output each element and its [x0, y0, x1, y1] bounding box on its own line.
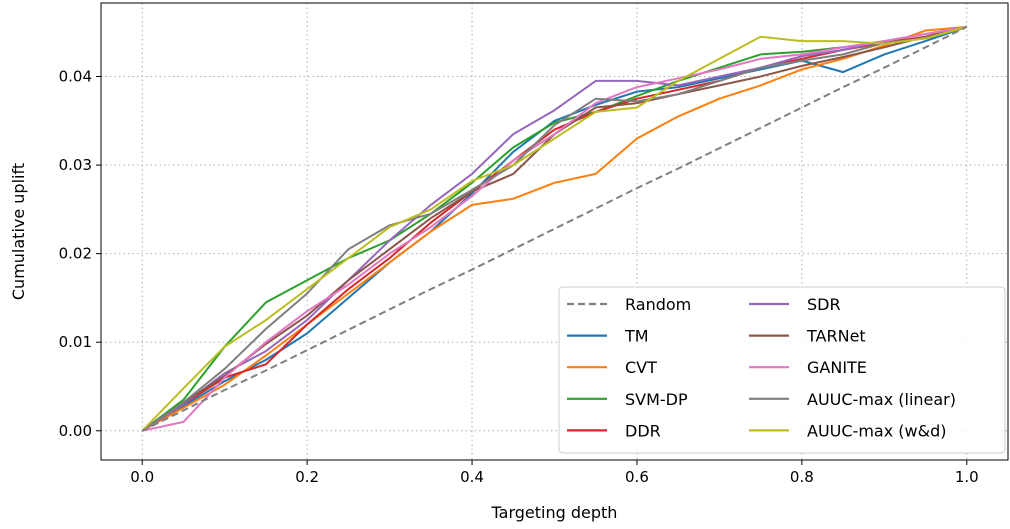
legend-label: AUUC-max (linear): [807, 390, 956, 409]
axis-ticks: 0.0 0.2 0.4 0.6 0.8 1.0 0.00 0.01 0.02 0.03 0.04: [59, 68, 979, 486]
legend-label: DDR: [625, 421, 661, 440]
legend-label: TM: [624, 327, 649, 346]
y-axis-label: Cumulative uplift: [9, 163, 28, 300]
x-axis-label: Targeting depth: [491, 503, 618, 522]
x-tick-label: 0.6: [625, 468, 649, 486]
legend-box: [558, 286, 1006, 454]
series-lines: [141, 25, 968, 432]
x-tick-label: 0.0: [130, 468, 154, 486]
series-line-7: [141, 25, 967, 432]
y-tick-label: 0.04: [59, 68, 92, 86]
legend-label: SVM-DP: [625, 390, 688, 409]
legend-label: SDR: [807, 295, 841, 314]
y-tick-label: 0.02: [59, 245, 92, 263]
x-tick-label: 1.0: [955, 468, 979, 486]
x-tick-label: 0.4: [460, 468, 484, 486]
legend-label: CVT: [625, 358, 657, 377]
series-line-9: [141, 25, 968, 432]
x-tick-label: 0.2: [295, 468, 319, 486]
legend: Random TM CVT SVM-DP DDR SDR TARNet GANITE AUUC-…: [558, 286, 1006, 454]
y-tick-label: 0.01: [59, 333, 92, 351]
series-line-0: [141, 26, 968, 432]
legend-label: TARNet: [806, 327, 866, 346]
legend-label: GANITE: [807, 358, 867, 377]
legend-label: Random: [625, 295, 691, 314]
plot-frame: [100, 2, 1009, 461]
y-tick-label: 0.00: [59, 422, 92, 440]
legend-label: AUUC-max (w&d): [807, 421, 946, 440]
series-line-2: [141, 25, 967, 432]
series-line-5: [141, 25, 967, 432]
x-tick-label: 0.8: [790, 468, 814, 486]
series-line-8: [141, 25, 968, 432]
y-tick-label: 0.03: [59, 156, 92, 174]
